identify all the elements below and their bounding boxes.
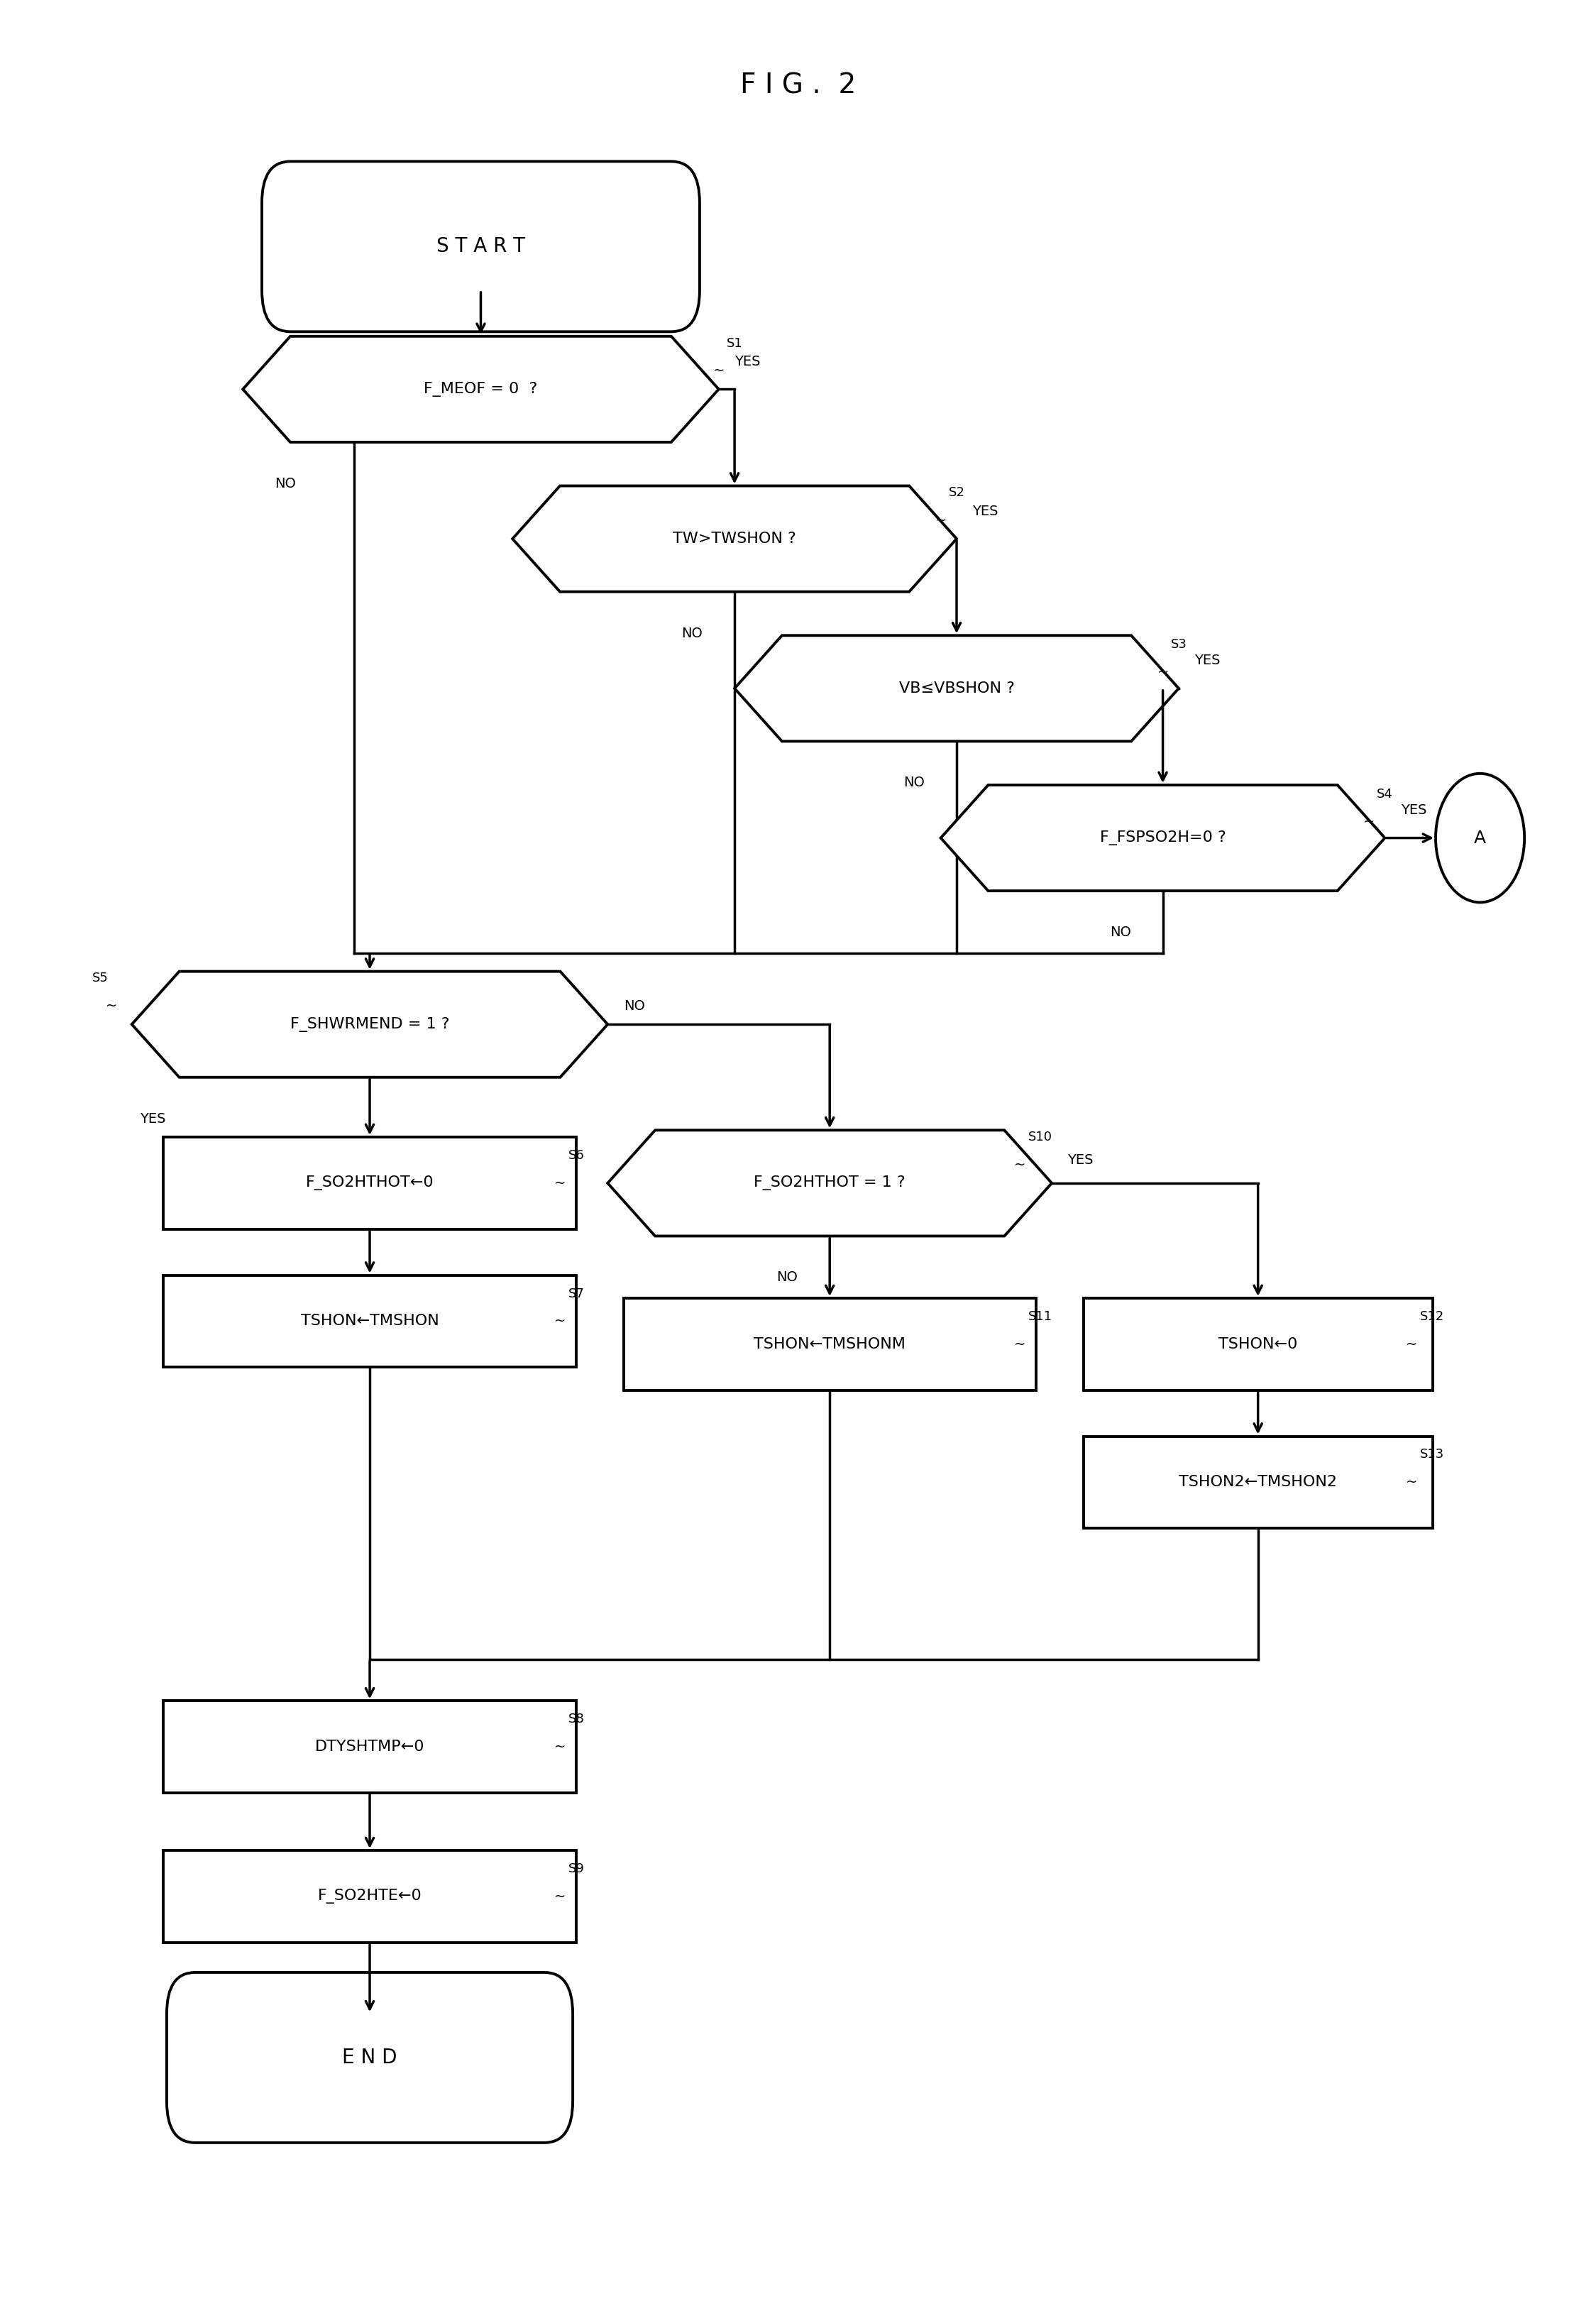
Text: ~: ~: [554, 1315, 567, 1329]
Text: S1: S1: [726, 337, 742, 349]
Polygon shape: [734, 636, 1179, 742]
Text: ~: ~: [105, 998, 117, 1012]
Text: DTYSHTMP←0: DTYSHTMP←0: [314, 1740, 425, 1754]
Text: S2: S2: [948, 485, 966, 499]
Text: S7: S7: [568, 1287, 584, 1301]
Text: TSHON←0: TSHON←0: [1218, 1338, 1298, 1352]
Text: YES: YES: [734, 356, 760, 367]
Text: YES: YES: [140, 1112, 166, 1125]
Text: ~: ~: [554, 1176, 567, 1190]
Text: ~: ~: [713, 365, 725, 377]
Text: NO: NO: [681, 626, 702, 640]
FancyBboxPatch shape: [262, 162, 699, 333]
Text: NO: NO: [777, 1271, 798, 1285]
Text: ~: ~: [554, 1890, 567, 1904]
Bar: [1084, 1299, 1433, 1391]
Text: TW>TWSHON ?: TW>TWSHON ?: [674, 532, 796, 545]
Text: ~: ~: [1363, 816, 1374, 830]
Text: VB≤VBSHON ?: VB≤VBSHON ?: [899, 682, 1015, 696]
Text: F I G .  2: F I G . 2: [741, 72, 855, 99]
Text: YES: YES: [1194, 654, 1221, 668]
Text: S3: S3: [1171, 638, 1187, 652]
Text: YES: YES: [1401, 804, 1427, 818]
Text: ~: ~: [1406, 1474, 1417, 1488]
Text: TSHON←TMSHONM: TSHON←TMSHONM: [753, 1338, 905, 1352]
Text: F_SHWRMEND = 1 ?: F_SHWRMEND = 1 ?: [290, 1017, 450, 1031]
Text: S6: S6: [568, 1149, 584, 1162]
Bar: [624, 1299, 1036, 1391]
Text: S9: S9: [568, 1863, 584, 1874]
Circle shape: [1436, 774, 1524, 901]
Polygon shape: [608, 1130, 1052, 1236]
Text: NO: NO: [903, 776, 926, 790]
Text: F_SO2HTHOT←0: F_SO2HTHOT←0: [306, 1176, 434, 1190]
Text: S T A R T: S T A R T: [436, 236, 525, 257]
Text: F_SO2HTE←0: F_SO2HTE←0: [318, 1888, 421, 1904]
Text: NO: NO: [1109, 924, 1132, 938]
Bar: [163, 1701, 576, 1793]
Text: ~: ~: [1406, 1338, 1417, 1352]
Text: ~: ~: [935, 513, 946, 527]
Polygon shape: [940, 786, 1385, 890]
Text: F_SO2HTHOT = 1 ?: F_SO2HTHOT = 1 ?: [753, 1176, 905, 1190]
Polygon shape: [243, 337, 718, 441]
Text: ~: ~: [1157, 666, 1168, 679]
Text: ~: ~: [1013, 1158, 1026, 1172]
Text: NO: NO: [624, 998, 645, 1012]
Polygon shape: [132, 971, 608, 1077]
Text: F_FSPSO2H=0 ?: F_FSPSO2H=0 ?: [1100, 830, 1226, 846]
Text: NO: NO: [275, 476, 295, 490]
Text: F_MEOF = 0  ?: F_MEOF = 0 ?: [425, 381, 538, 397]
Text: S13: S13: [1420, 1449, 1444, 1461]
Text: YES: YES: [972, 504, 999, 518]
Text: A: A: [1475, 830, 1486, 846]
Text: ~: ~: [1013, 1338, 1026, 1352]
Polygon shape: [512, 485, 956, 592]
Bar: [163, 1276, 576, 1368]
Text: YES: YES: [1068, 1153, 1093, 1167]
Text: E N D: E N D: [342, 2048, 397, 2068]
Text: TSHON←TMSHON: TSHON←TMSHON: [300, 1315, 439, 1329]
Text: ~: ~: [554, 1740, 567, 1754]
Text: S11: S11: [1028, 1310, 1052, 1322]
Text: S10: S10: [1028, 1130, 1052, 1144]
Text: S4: S4: [1377, 788, 1393, 800]
Text: S5: S5: [93, 973, 109, 984]
Text: S12: S12: [1420, 1310, 1444, 1322]
FancyBboxPatch shape: [166, 1971, 573, 2142]
Text: S8: S8: [568, 1712, 584, 1726]
Text: TSHON2←TMSHON2: TSHON2←TMSHON2: [1179, 1474, 1337, 1488]
Bar: [163, 1851, 576, 1944]
Bar: [1084, 1435, 1433, 1528]
Bar: [163, 1137, 576, 1229]
